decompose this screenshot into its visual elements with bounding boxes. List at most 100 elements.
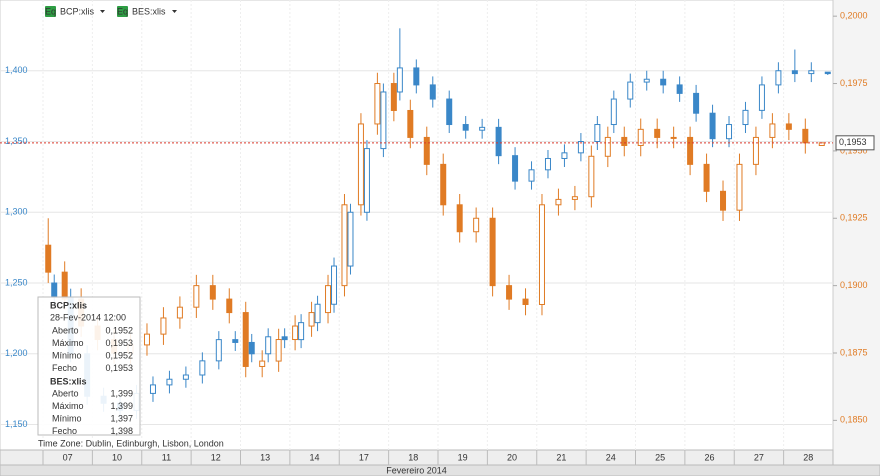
x-tick-label: 25 bbox=[655, 452, 665, 462]
candle-body bbox=[660, 78, 667, 86]
candle-body bbox=[380, 91, 387, 150]
tooltip-value: 0,1953 bbox=[105, 363, 133, 373]
candle-body bbox=[785, 123, 792, 130]
x-tick-label: 14 bbox=[310, 452, 320, 462]
candle-body bbox=[571, 196, 578, 200]
x-tick-label: 19 bbox=[458, 452, 468, 462]
candle-body bbox=[676, 84, 683, 94]
candle-body bbox=[627, 81, 634, 100]
candle-body bbox=[654, 128, 661, 138]
candle-body bbox=[610, 98, 617, 126]
candle-body bbox=[791, 70, 798, 75]
candle-body bbox=[45, 244, 52, 273]
candle-body bbox=[51, 282, 58, 298]
y-tick-label: 1,200 bbox=[5, 348, 28, 358]
candle-body bbox=[726, 124, 733, 140]
tooltip-label: Fecho bbox=[52, 363, 77, 373]
x-axis-month-bar bbox=[0, 464, 880, 476]
candle-body bbox=[736, 163, 743, 211]
candle-body bbox=[538, 204, 545, 305]
legend-label[interactable]: BES:xlis bbox=[132, 6, 166, 16]
x-axis-title: Fevereiro 2014 bbox=[386, 465, 447, 475]
candle-body bbox=[363, 148, 370, 213]
candle-body bbox=[423, 136, 430, 165]
tooltip-label: Mínimo bbox=[52, 413, 82, 423]
tooltip-value: 0,1953 bbox=[105, 338, 133, 348]
legend-icon-text: Eq bbox=[117, 6, 128, 16]
tooltip-label: Mínimo bbox=[52, 350, 82, 360]
candle-body bbox=[577, 141, 584, 154]
candle-body bbox=[160, 317, 167, 335]
candle-body bbox=[709, 112, 716, 140]
tooltip-label: Fecho bbox=[52, 426, 77, 436]
candle-body bbox=[265, 336, 272, 355]
candle-body bbox=[775, 70, 782, 86]
y-tick-label: 1,350 bbox=[5, 136, 28, 146]
tooltip-label: Máximo bbox=[52, 401, 84, 411]
candle-body bbox=[374, 83, 381, 125]
candle-body bbox=[429, 84, 436, 100]
candle-body bbox=[621, 136, 628, 147]
tooltip-date: 28-Fev-2014 12:00 bbox=[50, 312, 126, 322]
candle-body bbox=[489, 217, 496, 287]
candle-body bbox=[242, 312, 249, 367]
x-tick-label: 28 bbox=[803, 452, 813, 462]
candle-body bbox=[693, 92, 700, 114]
tooltip-box bbox=[37, 296, 141, 436]
candle-body bbox=[166, 378, 173, 386]
candle-body bbox=[396, 67, 403, 93]
candle-body bbox=[720, 190, 727, 211]
x-tick-label: 17 bbox=[359, 452, 369, 462]
legend-label[interactable]: BCP:xlis bbox=[60, 6, 95, 16]
candle-body bbox=[769, 123, 776, 138]
candle-body bbox=[331, 265, 338, 305]
candle-body bbox=[643, 78, 650, 83]
candle-body bbox=[456, 204, 463, 233]
candle-body bbox=[248, 341, 255, 355]
candle-body bbox=[808, 70, 815, 75]
y-tick-label: 1,300 bbox=[5, 207, 28, 217]
tooltip-value: 1,399 bbox=[110, 401, 133, 411]
candle-body bbox=[209, 285, 216, 300]
tooltip-label: Aberto bbox=[52, 388, 79, 398]
candle-body bbox=[555, 198, 562, 206]
candle-body bbox=[281, 336, 288, 341]
candle-body bbox=[390, 83, 397, 111]
legend-dropdown[interactable] bbox=[172, 10, 177, 13]
candle-body bbox=[347, 211, 354, 267]
x-tick-label: 18 bbox=[408, 452, 418, 462]
time-zone-note: Time Zone: Dublin, Edinburgh, Lisbon, Lo… bbox=[38, 438, 224, 448]
candle-body bbox=[588, 155, 595, 198]
candle-body bbox=[325, 285, 332, 314]
candle-body bbox=[703, 163, 710, 192]
tooltip-value: 1,397 bbox=[110, 413, 133, 423]
tooltip-value: 1,399 bbox=[110, 388, 133, 398]
y2-tick-label: 0,1975 bbox=[840, 78, 868, 88]
candle-body bbox=[215, 339, 222, 362]
candle-body bbox=[440, 163, 447, 206]
candle-body bbox=[407, 109, 414, 138]
tooltip-value: 0,1952 bbox=[105, 325, 133, 335]
legend-icon bbox=[117, 6, 128, 17]
y2-tick-label: 0,1875 bbox=[840, 347, 868, 357]
candle-body bbox=[824, 71, 831, 75]
candle-body bbox=[495, 126, 502, 157]
legend-dropdown[interactable] bbox=[100, 10, 105, 13]
candle-body bbox=[314, 303, 321, 324]
candle-body bbox=[742, 109, 749, 126]
x-tick-label: 13 bbox=[260, 452, 270, 462]
candle-body bbox=[802, 128, 809, 144]
x-tick-label: 27 bbox=[754, 452, 764, 462]
candle-body bbox=[544, 157, 551, 171]
x-tick-label: 20 bbox=[507, 452, 517, 462]
candle-body bbox=[446, 98, 453, 126]
candle-body bbox=[413, 67, 420, 86]
candle-body bbox=[687, 136, 694, 165]
y2-tick-label: 0,1925 bbox=[840, 213, 868, 223]
tooltip-series: BCP:xlis bbox=[50, 300, 87, 310]
candle-body bbox=[479, 126, 486, 131]
y2-tick-label: 0,1900 bbox=[840, 280, 868, 290]
candle-body bbox=[149, 384, 156, 394]
y-tick-label: 1,400 bbox=[5, 65, 28, 75]
